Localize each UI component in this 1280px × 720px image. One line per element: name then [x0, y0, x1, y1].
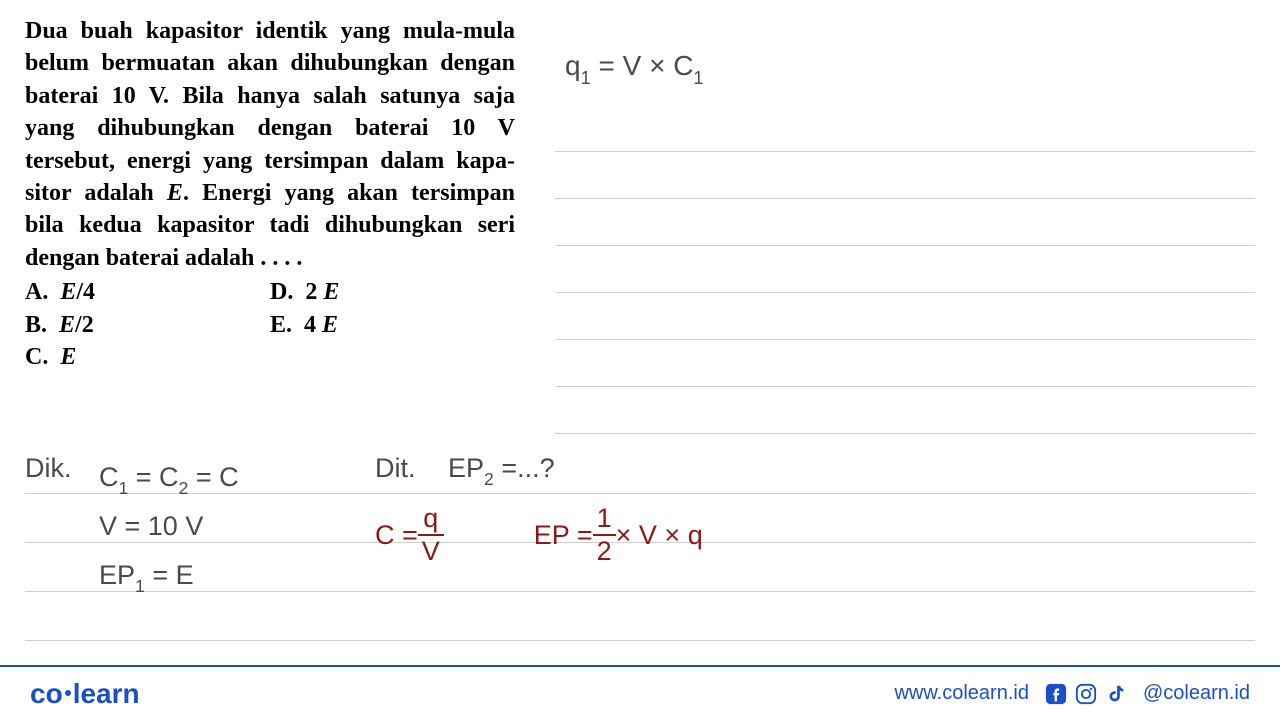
question-text: Dua buah kapasitor identik yang mula-mul… — [25, 15, 515, 274]
logo-right: learn — [73, 678, 140, 709]
question-column: Dua buah kapasitor identik yang mula-mul… — [25, 15, 535, 373]
instagram-icon — [1074, 682, 1098, 706]
frac-den: V — [418, 536, 444, 565]
dit-label: Dit. — [375, 453, 416, 484]
options-col-right: D. 2 E E. 4 E — [270, 276, 515, 373]
rule-line — [555, 152, 1255, 199]
logo: colearn — [30, 678, 140, 710]
dik-block: Dik. C1 = C2 = C V = 10 V EP1 = E — [25, 453, 239, 600]
formula-block: C = q V EP = 1 2 × V × q — [375, 505, 703, 565]
formula2-rhs: × V × q — [616, 520, 703, 551]
dik-line-1: C1 = C2 = C — [99, 453, 239, 502]
footer-right: www.colearn.id @colearn.id — [894, 682, 1250, 706]
rule-line — [555, 105, 1255, 152]
option-c: C. E — [25, 341, 270, 373]
equation-q1: q1 = V × C1 — [565, 50, 1255, 87]
tiktok-icon — [1104, 682, 1128, 706]
frac-num: q — [418, 505, 444, 536]
logo-left: co — [30, 678, 63, 709]
options-col-left: A. E/4 B. E/2 C. E — [25, 276, 270, 373]
formula2-lhs: EP = — [534, 520, 593, 551]
frac-num: 1 — [593, 505, 616, 536]
logo-dot-icon — [65, 690, 71, 696]
dik-values: C1 = C2 = C V = 10 V EP1 = E — [99, 453, 239, 600]
footer-url: www.colearn.id — [894, 682, 1029, 705]
formula2-fraction: 1 2 — [593, 505, 616, 565]
rule-line — [555, 340, 1255, 387]
dit-block: Dit. EP2 =...? — [375, 453, 555, 488]
rule-line — [555, 293, 1255, 340]
formula2: EP = 1 2 × V × q — [534, 505, 703, 565]
facebook-icon — [1044, 682, 1068, 706]
footer: colearn www.colearn.id @colearn.id — [0, 665, 1280, 720]
rule-line — [555, 246, 1255, 293]
ruled-lines-right — [555, 105, 1255, 434]
rule-line — [555, 199, 1255, 246]
dik-line-3: EP1 = E — [99, 551, 239, 600]
option-a: A. E/4 — [25, 276, 270, 308]
frac-den: 2 — [593, 536, 616, 565]
eq-lhs-sub: 1 — [581, 68, 591, 88]
eq-lhs: q — [565, 50, 581, 81]
footer-handle: @colearn.id — [1143, 682, 1250, 705]
dik-label: Dik. — [25, 453, 72, 484]
formula1-lhs: C = — [375, 520, 418, 551]
dit-value: EP2 =...? — [448, 453, 555, 488]
option-b: B. E/2 — [25, 309, 270, 341]
rule-line — [555, 387, 1255, 434]
options-block: A. E/4 B. E/2 C. E D. 2 E E. 4 E — [25, 276, 515, 373]
dik-line-2: V = 10 V — [99, 502, 239, 551]
eq-rhs-sub: 1 — [693, 68, 703, 88]
option-e: E. 4 E — [270, 309, 515, 341]
formula1-fraction: q V — [418, 505, 444, 565]
social-icons — [1044, 682, 1128, 706]
option-d: D. 2 E — [270, 276, 515, 308]
eq-rhs: = V × C — [591, 50, 694, 81]
